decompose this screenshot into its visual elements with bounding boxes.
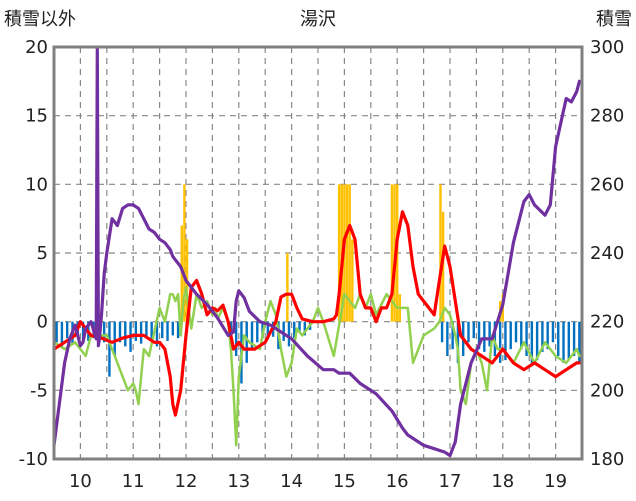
y-left-tick-label: 0 [37, 312, 48, 333]
bars_blue-bar [467, 321, 470, 343]
bars_blue-bar [488, 321, 491, 347]
bars_blue-bar [139, 321, 143, 344]
bars_blue-bar [113, 321, 116, 356]
bars_blue-bar [256, 321, 259, 343]
bars_blue-bar [504, 321, 507, 361]
y-left-tick-label: 20 [25, 37, 48, 58]
x-tick-label: 17 [439, 471, 462, 492]
bars_blue-bar [176, 321, 180, 339]
bars_blue-bar [557, 321, 560, 356]
bars_blue-bar [66, 321, 69, 339]
precip_orange-bar [390, 184, 394, 322]
precip_orange-bar [351, 239, 354, 322]
bars_blue-bar [541, 321, 544, 352]
chart-title: 湯沢 [300, 9, 336, 30]
right-axis-title: 積雪 [596, 9, 632, 30]
y-right-tick-label: 300 [590, 37, 624, 58]
bars_blue-bar [530, 321, 534, 363]
x-tick-label: 13 [227, 471, 250, 492]
y-left-tick-label: 5 [37, 243, 48, 264]
bars_blue-bar [118, 321, 122, 343]
x-tick-label: 12 [175, 471, 198, 492]
y-right-tick-label: 260 [590, 174, 624, 195]
bars_blue-bar [124, 321, 127, 347]
bars_blue-bar [102, 321, 106, 343]
bars_blue-bar [303, 321, 306, 336]
bars_blue-bar [166, 321, 169, 341]
y-right-tick-label: 280 [590, 106, 624, 127]
bars_blue-bar [456, 321, 460, 363]
bars_blue-bar [155, 321, 159, 347]
x-tick-label: 15 [333, 471, 356, 492]
y-right-tick-label: 200 [590, 380, 624, 401]
y-right-tick-label: 220 [590, 312, 624, 333]
bars_blue-bar [287, 321, 291, 347]
bars_blue-bar [520, 321, 523, 350]
precip_orange-bar [183, 184, 186, 322]
y-right-tick-label: 180 [590, 449, 624, 470]
bars_blue-bar [245, 321, 248, 363]
precip_orange-bar [345, 184, 349, 322]
bars_blue-bar [60, 321, 64, 347]
bars_blue-bar [578, 321, 581, 363]
y-left-tick-label: 15 [25, 106, 48, 127]
bars_blue-bar [150, 321, 153, 343]
precip_orange-bar [348, 184, 351, 322]
x-tick-label: 18 [491, 471, 514, 492]
bars_blue-bar [171, 321, 174, 336]
bars_blue-bar [483, 321, 486, 352]
bars_blue-bar [514, 321, 518, 343]
bars_blue-bar [108, 321, 111, 377]
bars_blue-bar [572, 321, 576, 356]
y-right-tick-label: 240 [590, 243, 624, 264]
x-tick-label: 19 [544, 471, 567, 492]
y-left-tick-label: -5 [30, 380, 48, 401]
precip_orange-bar [439, 184, 442, 322]
bars_blue-bar [451, 321, 454, 350]
bars_blue-bar [535, 321, 539, 361]
y-left-tick-label: 10 [25, 174, 48, 195]
x-tick-label: 10 [69, 471, 92, 492]
bars_blue-bar [134, 321, 138, 341]
snow_depth-line [52, 45, 582, 458]
temperature_green-line [52, 286, 581, 447]
bars_blue-bar [551, 321, 555, 343]
bars_blue-bar [493, 321, 497, 356]
bars_blue-bar [546, 321, 549, 350]
y-left-tick-label: -10 [19, 449, 48, 470]
left-axis-title: 積雪以外 [4, 9, 76, 30]
bars_blue-bar [298, 321, 301, 333]
bars_blue-bar [562, 321, 565, 363]
plot-layer: -10 -5 0 5 10 15 20 180 200 220 240 260 280 300 10 11 12… [19, 37, 625, 492]
bars_blue-bar [446, 321, 449, 356]
bars_blue-bar [440, 321, 444, 343]
bars_blue-bar [477, 321, 481, 350]
bars_blue-bar [81, 321, 85, 340]
bars_blue-bar [266, 321, 270, 340]
x-tick-label: 16 [386, 471, 409, 492]
x-tick-label: 11 [122, 471, 145, 492]
plot-frame [52, 45, 584, 461]
bars_blue-bar [250, 321, 254, 350]
bars_blue-bar [161, 321, 164, 339]
bars_blue-bar [293, 321, 296, 339]
bars_blue-bar [282, 321, 285, 341]
bars_blue-bar [234, 321, 238, 356]
bars_blue-bar [567, 321, 570, 361]
bars_blue-bar [472, 321, 475, 339]
bars_blue-bar [525, 321, 528, 356]
bars_blue-bar [55, 321, 58, 343]
x-tick-label: 14 [280, 471, 303, 492]
temperature_red-line [52, 210, 582, 417]
bars_blue-bar [145, 321, 148, 339]
bars_blue-bar [509, 321, 512, 350]
precip_orange-bar [286, 253, 289, 322]
precip_orange-bar [337, 184, 341, 322]
bars_blue-bar [498, 321, 502, 363]
